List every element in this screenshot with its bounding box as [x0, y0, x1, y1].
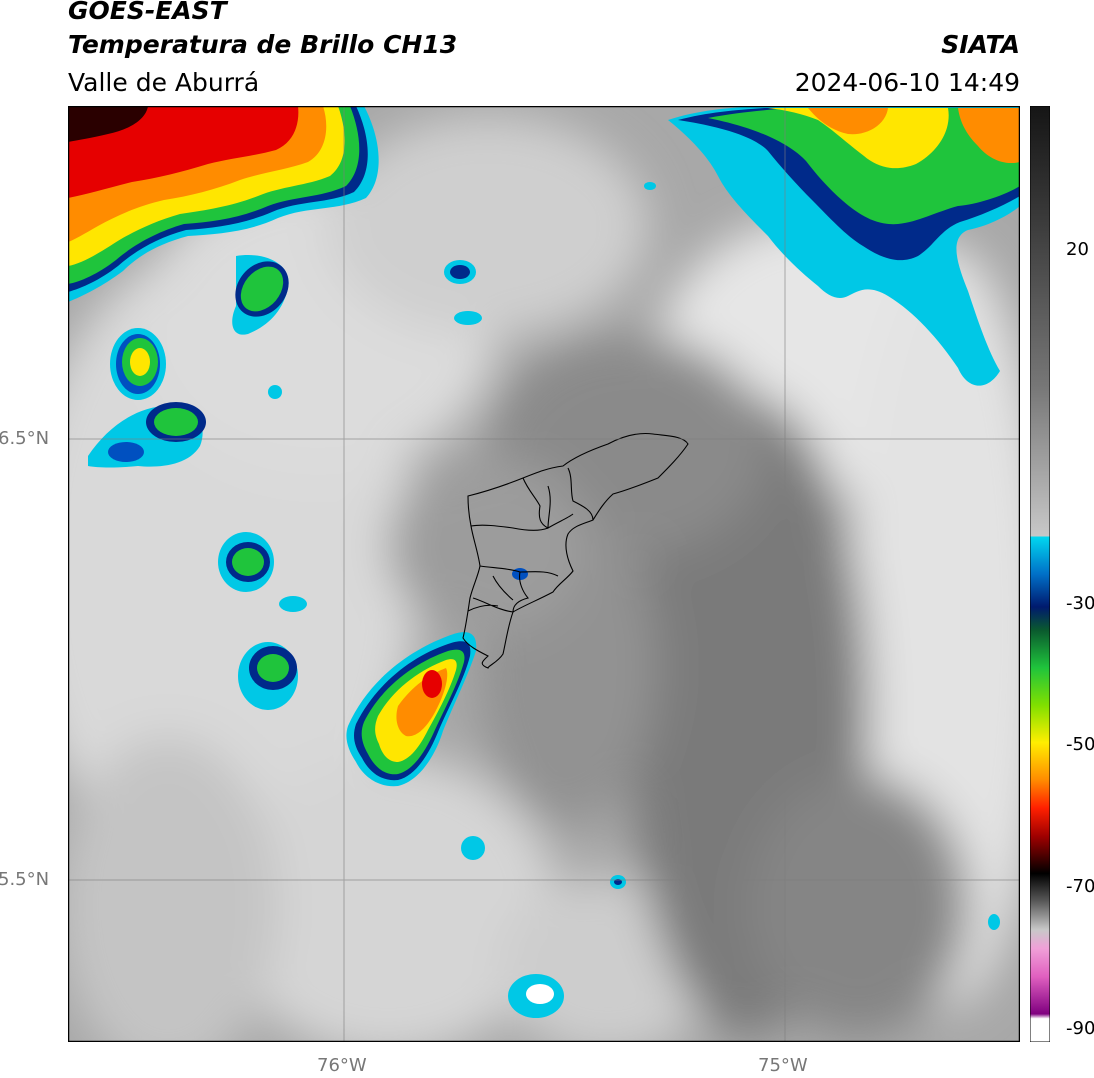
graticule: [68, 106, 1020, 1042]
map-frame: [68, 106, 1020, 1042]
lon-label-76w: 76°W: [317, 1055, 367, 1076]
colorbar-tick-minus50: -50: [1066, 734, 1094, 755]
temperature-colorbar: [1030, 106, 1050, 1042]
lat-label-5-5: 5.5°N: [0, 869, 50, 890]
satellite-title: GOES-EAST: [68, 0, 227, 25]
aburra-valley-boundaries: [462, 432, 689, 669]
cold-cloud-central: [346, 632, 477, 787]
cold-cloud-top-right: [668, 106, 1020, 386]
cold-cloud-top-left: [68, 106, 379, 302]
brand-label: SIATA: [941, 30, 1020, 59]
datetime-label: 2024-06-10 14:49: [794, 68, 1020, 97]
colorbar-tick-minus30: -30: [1066, 593, 1094, 614]
cold-cell-left-5: [238, 642, 298, 710]
cold-cell-left-1: [232, 255, 289, 335]
region-title: Valle de Aburrá: [68, 68, 260, 97]
cold-cell-left-2: [110, 328, 166, 400]
warm-cloud-field: [68, 116, 1020, 1042]
cold-cell-misc: [268, 182, 1000, 1018]
cold-cell-left-3: [88, 402, 206, 468]
colorbar-tick-20: 20: [1066, 239, 1089, 260]
lon-label-75w: 75°W: [758, 1055, 808, 1076]
lat-label-6-5: 6.5°N: [0, 428, 50, 449]
product-title: Temperatura de Brillo CH13: [68, 30, 458, 59]
cold-cell-left-4: [218, 532, 274, 592]
colorbar-tick-minus70: -70: [1066, 876, 1094, 897]
colorbar-tick-minus90: -90: [1066, 1018, 1094, 1039]
brightness-temperature-map: [68, 106, 1020, 1042]
